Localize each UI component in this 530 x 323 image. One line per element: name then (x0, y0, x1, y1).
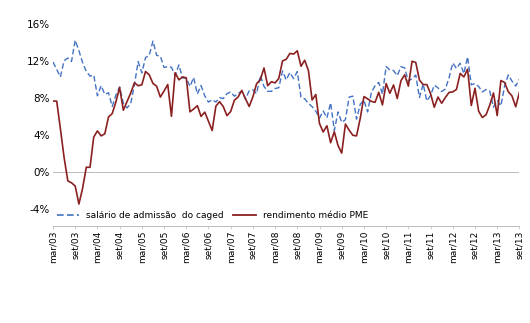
Legend: salário de admissão  do caged, rendimento médio PME: salário de admissão do caged, rendimento… (53, 208, 372, 224)
